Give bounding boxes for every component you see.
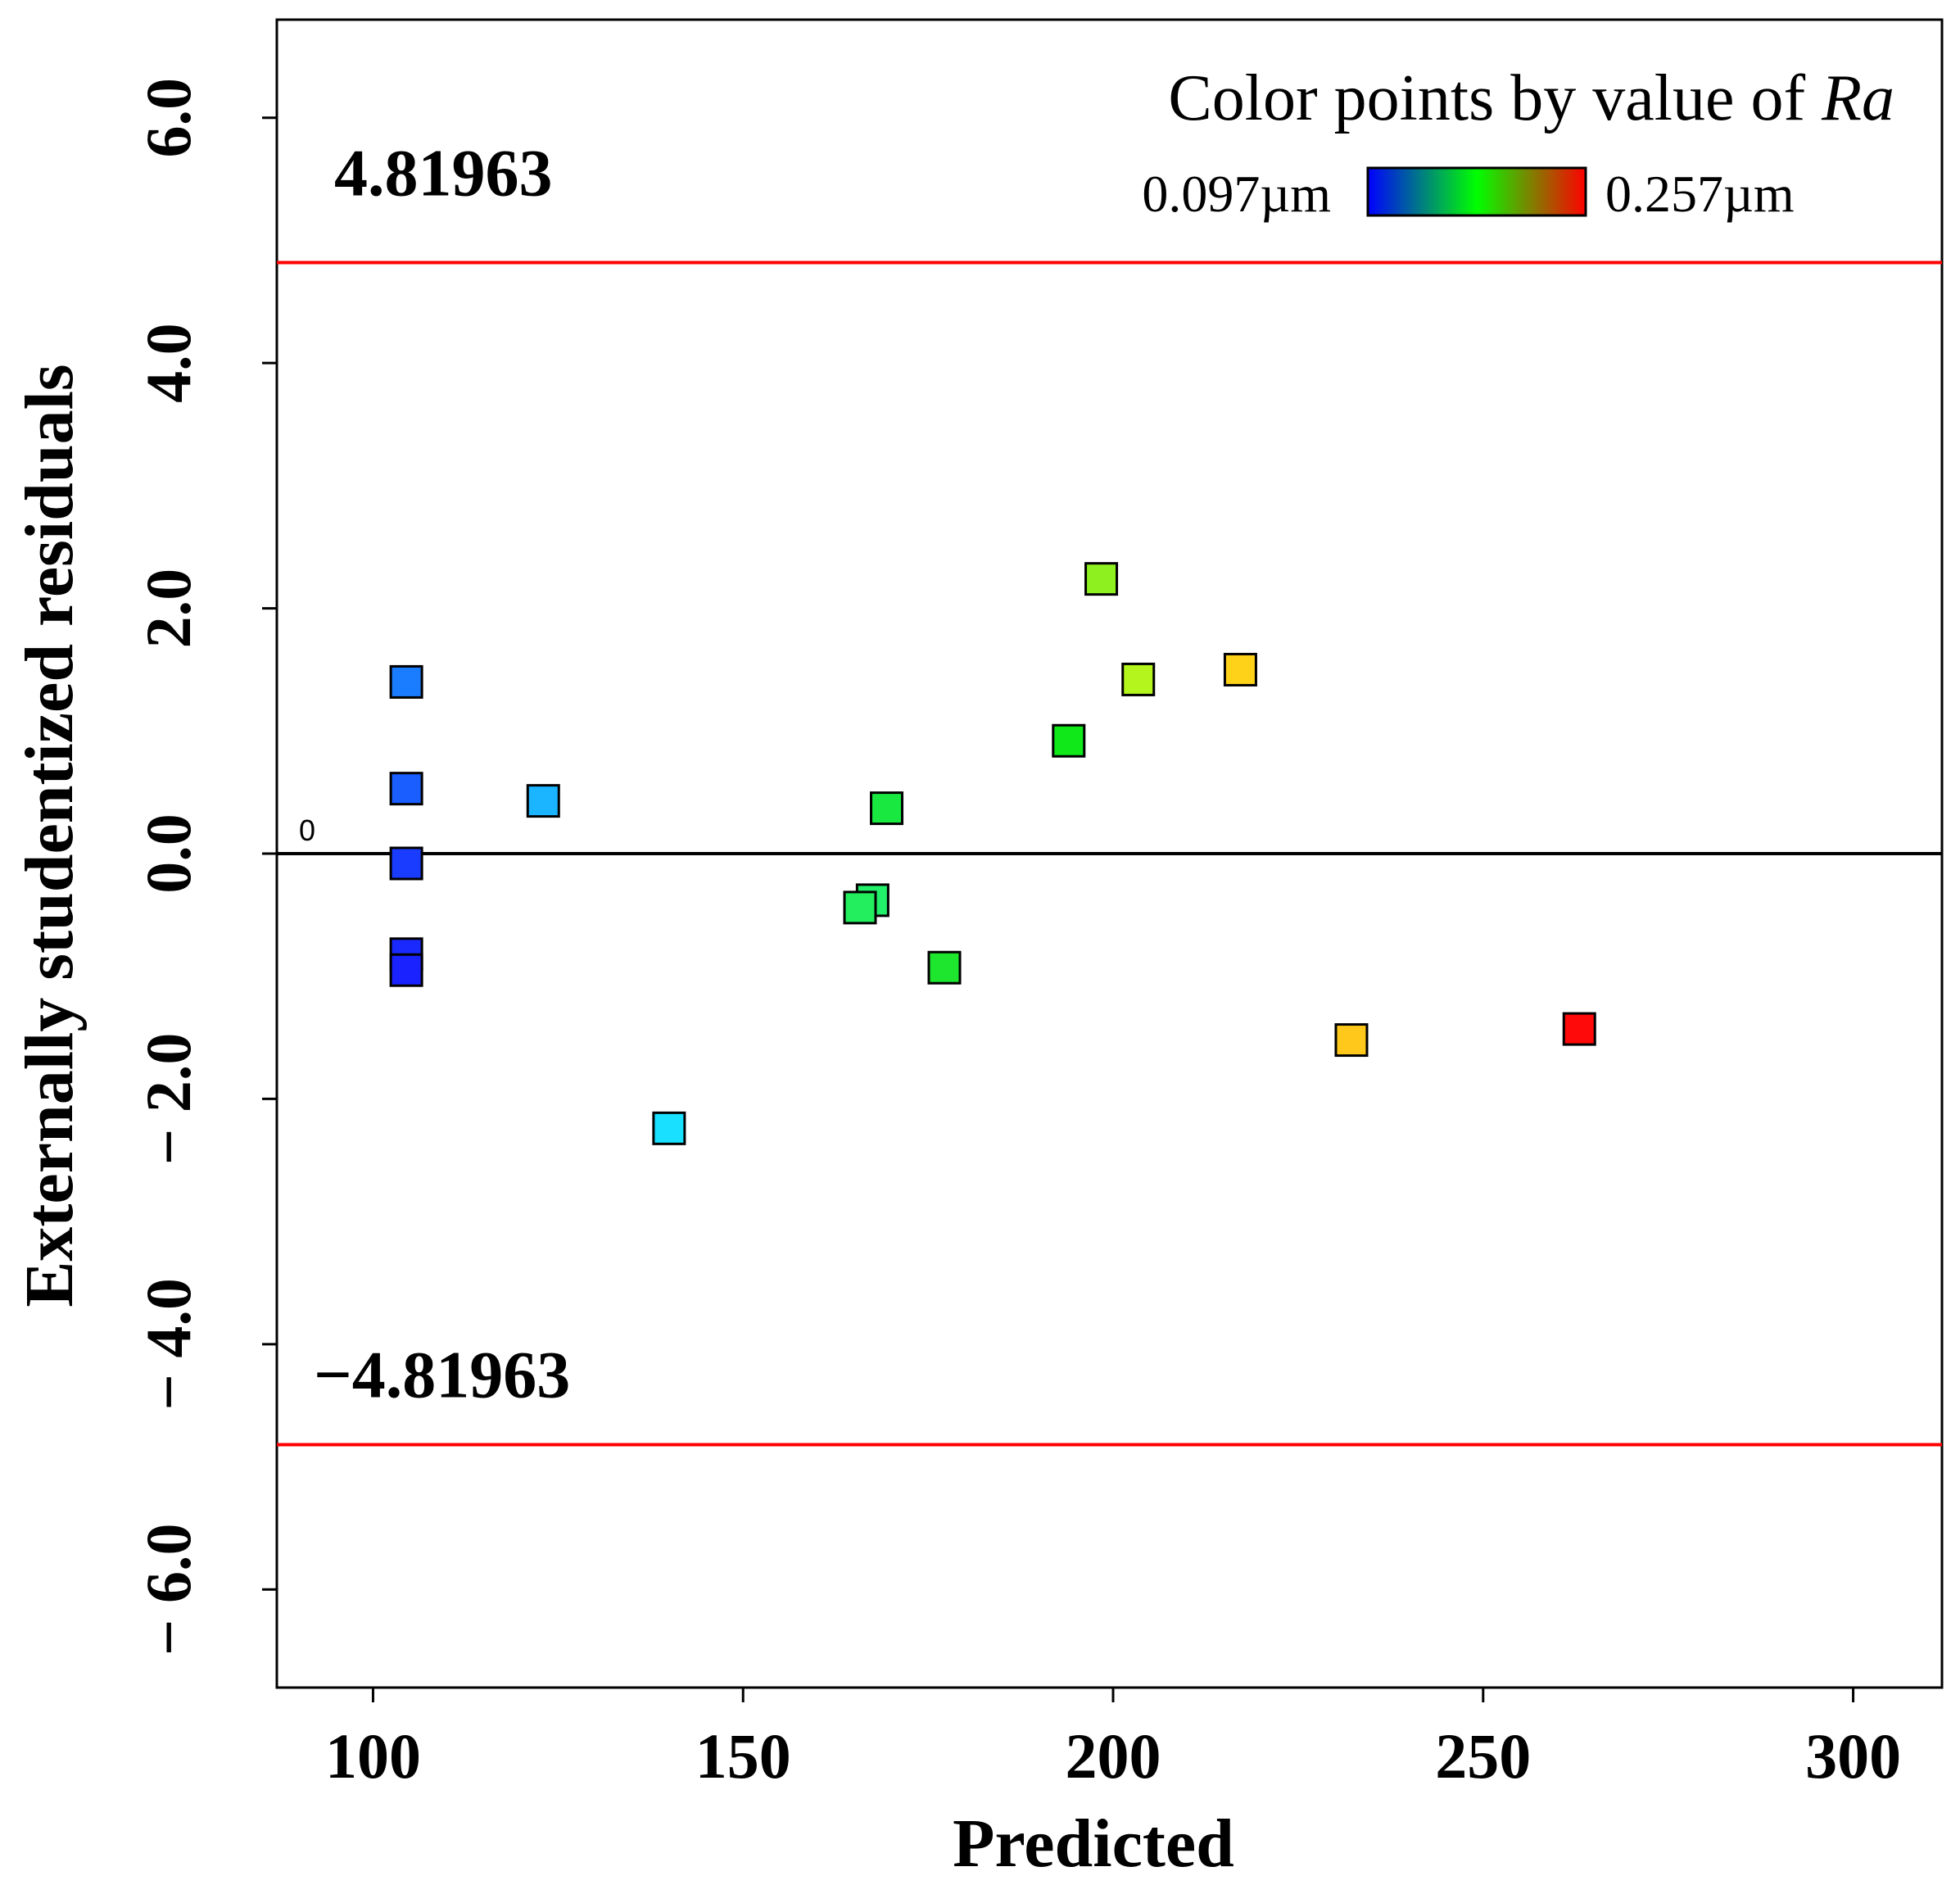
y-tick-label: − 2.0 bbox=[133, 1033, 204, 1165]
legend-title-variable: Ra bbox=[1821, 62, 1894, 134]
y-tick-label: 0.0 bbox=[133, 813, 204, 894]
data-points bbox=[389, 562, 1596, 1145]
x-axis-title: Predicted bbox=[953, 1806, 1234, 1882]
lower-limit-label: −4.81963 bbox=[314, 1338, 570, 1412]
legend-color-bar bbox=[1366, 166, 1587, 217]
legend-max-label: 0.257µm bbox=[1605, 165, 1795, 223]
legend: Color points by value of Ra 0.097µm 0.25… bbox=[1142, 62, 1894, 223]
y-tick-label: 2.0 bbox=[133, 569, 204, 649]
data-point bbox=[526, 784, 560, 818]
zero-mark-label: 0 bbox=[299, 813, 315, 847]
y-tick-label: − 6.0 bbox=[133, 1524, 204, 1656]
legend-title-prefix: Color points by value of bbox=[1168, 62, 1822, 134]
data-point bbox=[843, 890, 877, 925]
data-point bbox=[1223, 652, 1257, 686]
x-tick-label: 250 bbox=[1435, 1720, 1531, 1792]
data-point bbox=[389, 953, 423, 987]
data-point bbox=[1562, 1012, 1596, 1046]
data-point bbox=[1084, 562, 1119, 596]
legend-title: Color points by value of Ra bbox=[1168, 62, 1894, 134]
legend-min-label: 0.097µm bbox=[1142, 165, 1331, 223]
data-point bbox=[1121, 662, 1156, 696]
x-axis: 100 150 200 250 300 bbox=[325, 1688, 1901, 1792]
x-tick-label: 200 bbox=[1066, 1720, 1161, 1792]
data-point bbox=[1052, 723, 1086, 758]
data-point bbox=[389, 664, 423, 699]
y-axis: − 6.0 − 4.0 − 2.0 0.0 2.0 4.0 6.0 bbox=[133, 78, 277, 1656]
data-point bbox=[927, 950, 962, 985]
data-point bbox=[1334, 1023, 1369, 1058]
y-tick-label: 4.0 bbox=[133, 323, 204, 403]
upper-limit-label: 4.81963 bbox=[334, 135, 553, 210]
y-axis-title: Externally studentized residuals bbox=[11, 364, 88, 1307]
data-point bbox=[389, 846, 423, 881]
y-tick-label: 6.0 bbox=[133, 78, 204, 158]
data-point bbox=[652, 1111, 686, 1145]
x-tick-label: 100 bbox=[325, 1720, 421, 1792]
data-point bbox=[389, 772, 423, 806]
x-tick-label: 300 bbox=[1805, 1720, 1901, 1792]
x-tick-label: 150 bbox=[695, 1720, 791, 1792]
y-tick-label: − 4.0 bbox=[133, 1278, 204, 1410]
data-point bbox=[870, 791, 904, 826]
